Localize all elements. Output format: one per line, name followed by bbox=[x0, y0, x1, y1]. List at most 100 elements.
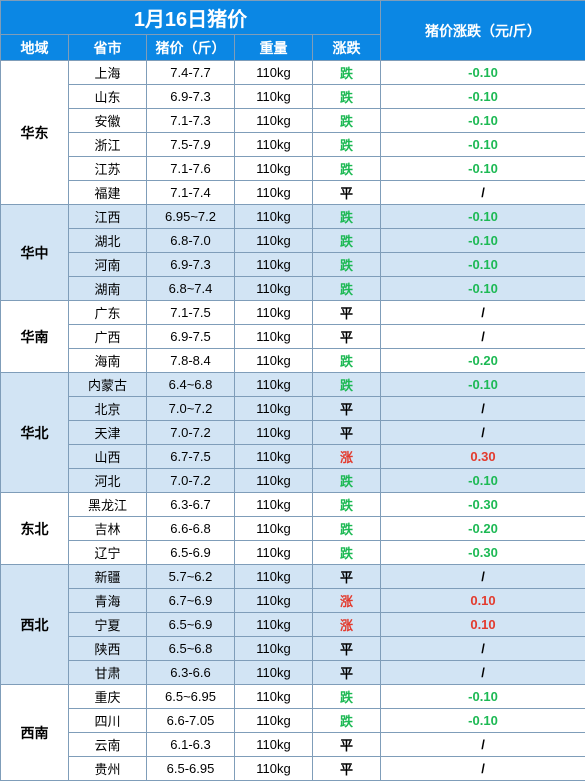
weight-cell: 110kg bbox=[235, 709, 313, 733]
price-cell: 6.5-6.9 bbox=[147, 541, 235, 565]
table-row: 河北7.0-7.2110kg跌-0.10 bbox=[1, 469, 585, 493]
price-cell: 6.6-6.8 bbox=[147, 517, 235, 541]
weight-cell: 110kg bbox=[235, 181, 313, 205]
table-row: 广西6.9-7.5110kg平/ bbox=[1, 325, 585, 349]
province-cell: 天津 bbox=[69, 421, 147, 445]
price-cell: 7.5-7.9 bbox=[147, 133, 235, 157]
change-cell: -0.10 bbox=[381, 469, 585, 493]
province-cell: 贵州 bbox=[69, 757, 147, 781]
change-cell: -0.30 bbox=[381, 541, 585, 565]
trend-cell: 平 bbox=[313, 301, 381, 325]
province-cell: 吉林 bbox=[69, 517, 147, 541]
trend-cell: 跌 bbox=[313, 109, 381, 133]
col-header-province: 省市 bbox=[69, 35, 147, 61]
change-cell: -0.10 bbox=[381, 205, 585, 229]
col-header-trend: 涨跌 bbox=[313, 35, 381, 61]
table-row: 陕西6.5~6.8110kg平/ bbox=[1, 637, 585, 661]
col-header-weight: 重量 bbox=[235, 35, 313, 61]
table-row: 华东上海7.4-7.7110kg跌-0.10 bbox=[1, 61, 585, 85]
table-row: 福建7.1-7.4110kg平/ bbox=[1, 181, 585, 205]
table-row: 华南广东7.1-7.5110kg平/ bbox=[1, 301, 585, 325]
price-cell: 7.1-7.4 bbox=[147, 181, 235, 205]
province-cell: 甘肃 bbox=[69, 661, 147, 685]
trend-cell: 跌 bbox=[313, 685, 381, 709]
weight-cell: 110kg bbox=[235, 565, 313, 589]
table-row: 辽宁6.5-6.9110kg跌-0.30 bbox=[1, 541, 585, 565]
province-cell: 福建 bbox=[69, 181, 147, 205]
price-cell: 6.8~7.4 bbox=[147, 277, 235, 301]
trend-cell: 跌 bbox=[313, 253, 381, 277]
region-cell: 华北 bbox=[1, 373, 69, 493]
province-cell: 四川 bbox=[69, 709, 147, 733]
table-row: 河南6.9-7.3110kg跌-0.10 bbox=[1, 253, 585, 277]
pig-price-table: 1月16日猪价猪价涨跌（元/斤）地域省市猪价（斤）重量涨跌华东上海7.4-7.7… bbox=[0, 0, 585, 781]
weight-cell: 110kg bbox=[235, 373, 313, 397]
table-row: 湖北6.8-7.0110kg跌-0.10 bbox=[1, 229, 585, 253]
trend-cell: 跌 bbox=[313, 205, 381, 229]
trend-cell: 平 bbox=[313, 421, 381, 445]
table-row: 甘肃6.3-6.6110kg平/ bbox=[1, 661, 585, 685]
weight-cell: 110kg bbox=[235, 637, 313, 661]
table-row: 山东6.9-7.3110kg跌-0.10 bbox=[1, 85, 585, 109]
price-cell: 7.1-7.5 bbox=[147, 301, 235, 325]
price-cell: 7.4-7.7 bbox=[147, 61, 235, 85]
table-row: 宁夏6.5~6.9110kg涨0.10 bbox=[1, 613, 585, 637]
price-cell: 6.9-7.3 bbox=[147, 85, 235, 109]
trend-cell: 跌 bbox=[313, 373, 381, 397]
province-cell: 海南 bbox=[69, 349, 147, 373]
price-cell: 7.0-7.2 bbox=[147, 469, 235, 493]
price-cell: 6.3-6.6 bbox=[147, 661, 235, 685]
weight-cell: 110kg bbox=[235, 301, 313, 325]
table-row: 贵州6.5-6.95110kg平/ bbox=[1, 757, 585, 781]
province-cell: 山西 bbox=[69, 445, 147, 469]
trend-cell: 平 bbox=[313, 565, 381, 589]
weight-cell: 110kg bbox=[235, 517, 313, 541]
price-cell: 6.7~6.9 bbox=[147, 589, 235, 613]
price-cell: 7.1-7.3 bbox=[147, 109, 235, 133]
trend-cell: 平 bbox=[313, 661, 381, 685]
trend-cell: 涨 bbox=[313, 445, 381, 469]
weight-cell: 110kg bbox=[235, 613, 313, 637]
province-cell: 辽宁 bbox=[69, 541, 147, 565]
weight-cell: 110kg bbox=[235, 469, 313, 493]
trend-cell: 平 bbox=[313, 325, 381, 349]
weight-cell: 110kg bbox=[235, 229, 313, 253]
change-cell: / bbox=[381, 565, 585, 589]
weight-cell: 110kg bbox=[235, 349, 313, 373]
province-cell: 江西 bbox=[69, 205, 147, 229]
price-cell: 7.8-8.4 bbox=[147, 349, 235, 373]
table-row: 山西6.7-7.5110kg涨0.30 bbox=[1, 445, 585, 469]
change-cell: -0.10 bbox=[381, 229, 585, 253]
province-cell: 云南 bbox=[69, 733, 147, 757]
table-row: 华北内蒙古6.4~6.8110kg跌-0.10 bbox=[1, 373, 585, 397]
weight-cell: 110kg bbox=[235, 85, 313, 109]
table-row: 北京7.0~7.2110kg平/ bbox=[1, 397, 585, 421]
trend-cell: 跌 bbox=[313, 157, 381, 181]
weight-cell: 110kg bbox=[235, 541, 313, 565]
change-cell: -0.10 bbox=[381, 277, 585, 301]
price-cell: 7.0-7.2 bbox=[147, 421, 235, 445]
weight-cell: 110kg bbox=[235, 757, 313, 781]
weight-cell: 110kg bbox=[235, 589, 313, 613]
change-cell: / bbox=[381, 661, 585, 685]
price-cell: 6.4~6.8 bbox=[147, 373, 235, 397]
price-cell: 6.9-7.3 bbox=[147, 253, 235, 277]
trend-cell: 平 bbox=[313, 181, 381, 205]
province-cell: 新疆 bbox=[69, 565, 147, 589]
trend-cell: 跌 bbox=[313, 709, 381, 733]
change-cell: -0.10 bbox=[381, 685, 585, 709]
trend-cell: 跌 bbox=[313, 277, 381, 301]
trend-cell: 跌 bbox=[313, 85, 381, 109]
weight-cell: 110kg bbox=[235, 157, 313, 181]
table-row: 江苏7.1-7.6110kg跌-0.10 bbox=[1, 157, 585, 181]
table-row: 天津7.0-7.2110kg平/ bbox=[1, 421, 585, 445]
table-row: 浙江7.5-7.9110kg跌-0.10 bbox=[1, 133, 585, 157]
price-cell: 6.5~6.9 bbox=[147, 613, 235, 637]
trend-cell: 平 bbox=[313, 733, 381, 757]
region-cell: 东北 bbox=[1, 493, 69, 565]
region-cell: 华东 bbox=[1, 61, 69, 205]
price-cell: 6.9-7.5 bbox=[147, 325, 235, 349]
region-cell: 华南 bbox=[1, 301, 69, 373]
change-cell: -0.10 bbox=[381, 157, 585, 181]
weight-cell: 110kg bbox=[235, 493, 313, 517]
